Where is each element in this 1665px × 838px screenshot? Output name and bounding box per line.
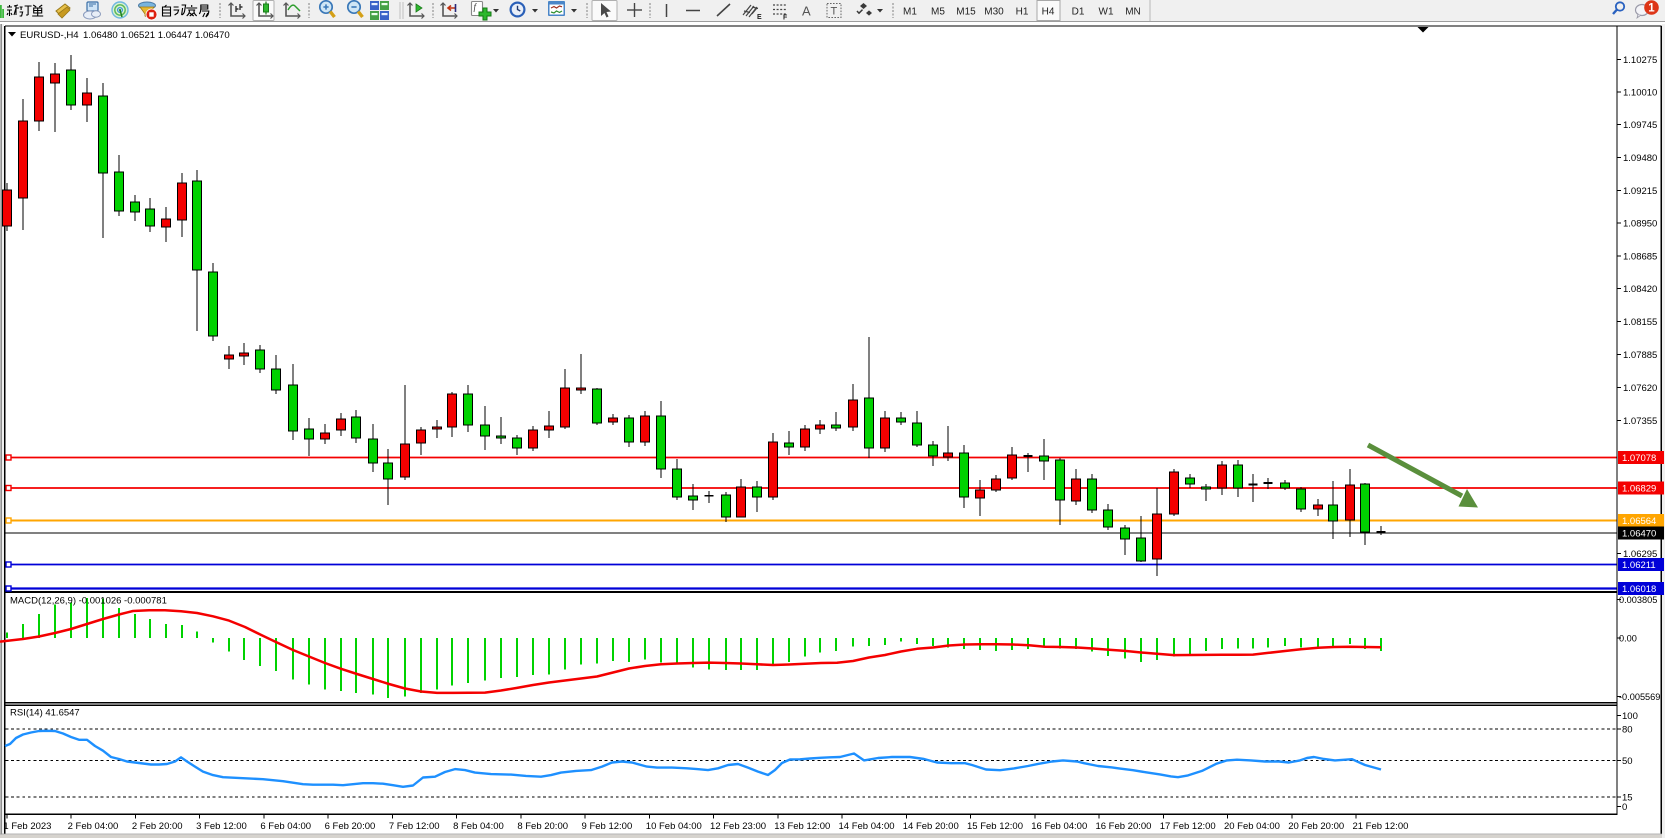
svg-text:3 Feb 12:00: 3 Feb 12:00 [196,821,247,832]
svg-text:14 Feb 04:00: 14 Feb 04:00 [839,821,895,832]
svg-text:RSI(14) 41.6547: RSI(14) 41.6547 [10,708,80,719]
svg-text:M15: M15 [956,7,976,18]
svg-text:1.07885: 1.07885 [1623,350,1657,361]
svg-text:0.00: 0.00 [1619,634,1637,644]
svg-text:6 Feb 20:00: 6 Feb 20:00 [325,821,376,832]
svg-text:1.07355: 1.07355 [1623,416,1657,427]
svg-text:21 Feb 12:00: 21 Feb 12:00 [1352,821,1408,832]
svg-text:M5: M5 [931,7,945,18]
svg-text:1.09745: 1.09745 [1623,120,1657,131]
svg-text:12 Feb 23:00: 12 Feb 23:00 [710,821,766,832]
svg-text:14 Feb 20:00: 14 Feb 20:00 [903,821,959,832]
svg-text:0.003805: 0.003805 [1619,595,1657,605]
svg-text:7 Feb 12:00: 7 Feb 12:00 [389,821,440,832]
svg-text:2 Feb 20:00: 2 Feb 20:00 [132,821,183,832]
svg-text:13 Feb 12:00: 13 Feb 12:00 [774,821,830,832]
svg-text:2 Feb 04:00: 2 Feb 04:00 [68,821,119,832]
svg-text:1.06470: 1.06470 [1622,529,1656,540]
svg-text:1.06829: 1.06829 [1622,484,1656,495]
svg-text:1.07078: 1.07078 [1622,453,1656,464]
svg-text:8 Feb 20:00: 8 Feb 20:00 [517,821,568,832]
svg-text:15: 15 [1622,793,1633,804]
svg-text:1.08155: 1.08155 [1623,317,1657,328]
svg-text:1.06564: 1.06564 [1622,516,1656,527]
svg-text:H4: H4 [1042,7,1055,18]
svg-text:0: 0 [1622,802,1627,813]
svg-text:EURUSD-,H4: EURUSD-,H4 [20,30,79,41]
svg-text:1.06211: 1.06211 [1622,560,1656,571]
svg-text:16 Feb 20:00: 16 Feb 20:00 [1095,821,1151,832]
svg-text:10 Feb 04:00: 10 Feb 04:00 [646,821,702,832]
svg-text:16 Feb 04:00: 16 Feb 04:00 [1031,821,1087,832]
svg-text:1.06480 1.06521 1.06447 1.0647: 1.06480 1.06521 1.06447 1.06470 [83,30,230,41]
svg-text:1.08950: 1.08950 [1623,219,1657,230]
svg-text:D1: D1 [1072,7,1085,18]
svg-text:100: 100 [1622,711,1638,722]
svg-text:1.06295: 1.06295 [1623,549,1657,560]
svg-text:1.10275: 1.10275 [1623,55,1657,66]
svg-text:20 Feb 04:00: 20 Feb 04:00 [1224,821,1280,832]
svg-text:1.08685: 1.08685 [1623,252,1657,263]
svg-text:8 Feb 04:00: 8 Feb 04:00 [453,821,504,832]
svg-text:80: 80 [1622,725,1633,736]
svg-text:f: f [474,2,478,12]
svg-text:M30: M30 [984,7,1004,18]
svg-text:1: 1 [1648,3,1655,15]
svg-text:H1: H1 [1016,7,1029,18]
svg-text:17 Feb 12:00: 17 Feb 12:00 [1160,821,1216,832]
svg-text:E: E [757,14,762,21]
svg-text:MACD(12,26,9) -0.001026 -0.000: MACD(12,26,9) -0.001026 -0.000781 [10,596,167,607]
svg-text:50: 50 [1622,756,1633,767]
svg-text:1.09215: 1.09215 [1623,186,1657,197]
svg-text:T: T [831,6,838,18]
svg-text:1.07620: 1.07620 [1623,383,1657,394]
svg-text:MN: MN [1125,7,1141,18]
svg-text:-0.005569: -0.005569 [1619,692,1660,702]
svg-text:9 Feb 12:00: 9 Feb 12:00 [582,821,633,832]
svg-text:20 Feb 20:00: 20 Feb 20:00 [1288,821,1344,832]
svg-text:1.09480: 1.09480 [1623,153,1657,164]
svg-text:W1: W1 [1099,7,1114,18]
svg-text:6 Feb 04:00: 6 Feb 04:00 [260,821,311,832]
svg-text:1.10010: 1.10010 [1623,88,1657,99]
svg-text:1.08420: 1.08420 [1623,284,1657,295]
svg-text:M1: M1 [903,7,917,18]
svg-text:1.06018: 1.06018 [1622,584,1656,595]
svg-text:A: A [802,4,811,19]
svg-text:15 Feb 12:00: 15 Feb 12:00 [967,821,1023,832]
svg-text:1 Feb 2023: 1 Feb 2023 [3,821,51,832]
svg-text:F: F [783,15,788,22]
